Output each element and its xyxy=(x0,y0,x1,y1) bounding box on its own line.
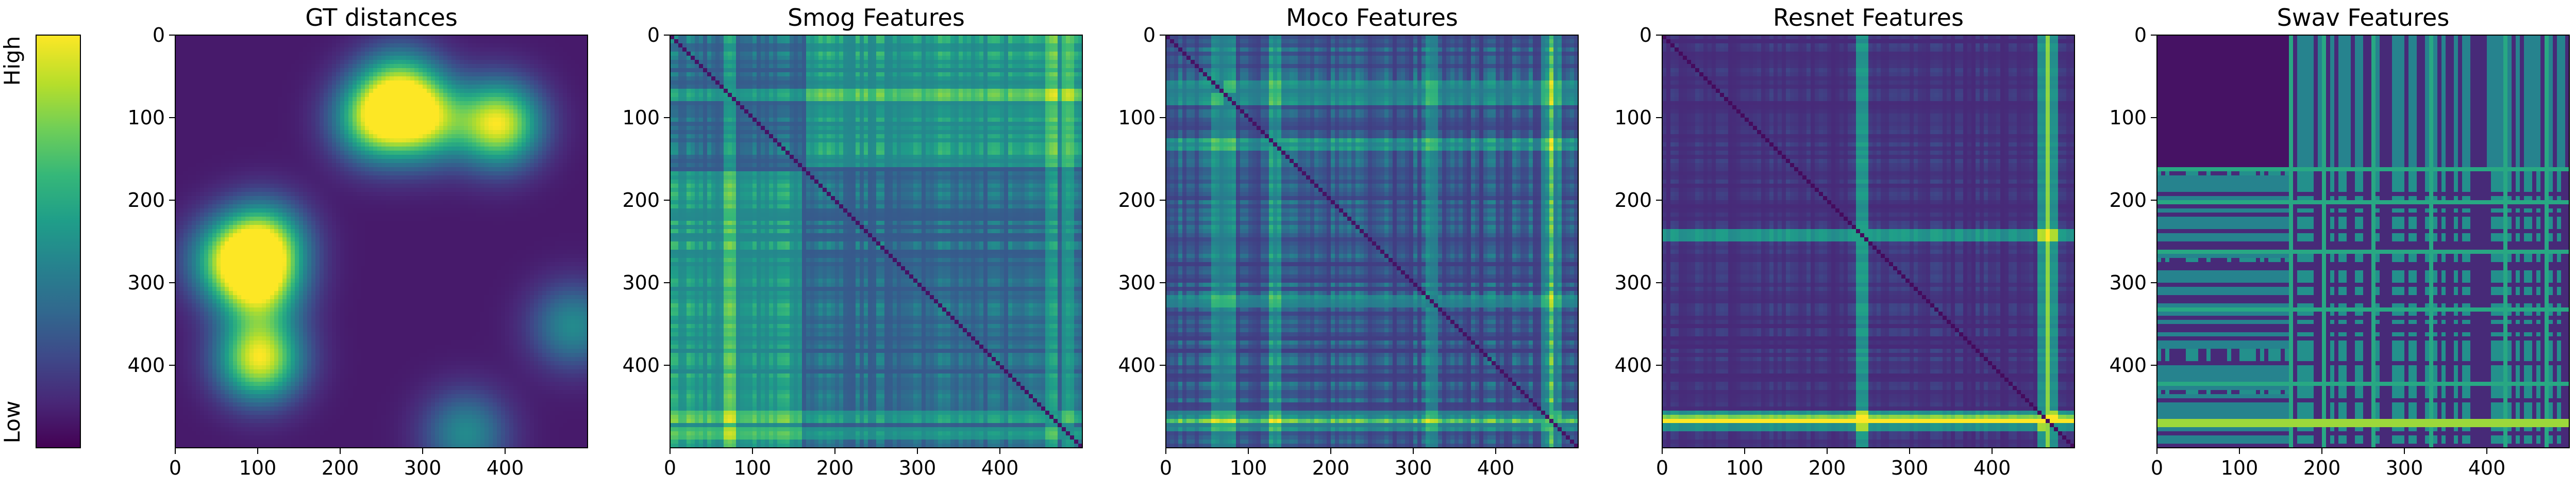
x-tick-label: 300 xyxy=(899,457,936,479)
x-tick-label: 0 xyxy=(1656,457,1668,479)
panel-title: Swav Features xyxy=(2277,4,2450,31)
y-tick-label: 0 xyxy=(1640,24,1652,46)
y-tick-label: 400 xyxy=(622,354,660,377)
axes-frame xyxy=(175,35,588,448)
x-tick-label: 200 xyxy=(2303,457,2341,479)
x-tick-label: 100 xyxy=(1726,457,1764,479)
x-tick-label: 200 xyxy=(1809,457,1846,479)
heatmap-panel-5: Swav Features 0 100 200 300 400 0 100 200 300 400 xyxy=(2109,4,2570,479)
x-tick-label: 100 xyxy=(239,457,277,479)
x-tick-label: 200 xyxy=(1312,457,1350,479)
y-tick-label: 300 xyxy=(127,271,165,294)
x-tick-label: 400 xyxy=(1477,457,1515,479)
axes-frame xyxy=(2156,35,2570,448)
y-tick-label: 200 xyxy=(2109,189,2147,212)
colorbar-low-label: Low xyxy=(0,401,25,444)
x-tick-label: 0 xyxy=(169,457,181,479)
y-tick-label: 400 xyxy=(127,354,165,377)
x-tick-label: 400 xyxy=(1973,457,2011,479)
panel-title: Moco Features xyxy=(1286,4,1458,31)
y-tick-label: 0 xyxy=(647,24,660,46)
panel-title: Resnet Features xyxy=(1773,4,1964,31)
x-tick-label: 300 xyxy=(1891,457,1929,479)
y-tick-label: 300 xyxy=(1118,271,1156,294)
axes-frame xyxy=(670,35,1083,448)
y-tick-label: 300 xyxy=(1614,271,1652,294)
heatmap-panel-2: Smog Features 0 100 200 300 400 0 100 200 300 400 xyxy=(622,4,1083,479)
colorbar: High Low xyxy=(0,35,81,448)
y-tick-label: 100 xyxy=(622,106,660,129)
y-tick-label: 0 xyxy=(153,24,165,46)
heatmap-image xyxy=(2157,35,2569,448)
y-tick-label: 0 xyxy=(1143,24,1156,46)
y-tick-label: 200 xyxy=(622,189,660,212)
y-tick-label: 400 xyxy=(1614,354,1652,377)
panel-title: GT distances xyxy=(305,4,458,31)
x-tick-label: 0 xyxy=(664,457,676,479)
y-tick-label: 300 xyxy=(2109,271,2147,294)
heatmap-panel-1: GT distances 0 100 200 300 400 0 100 200 300 400 xyxy=(127,4,588,479)
y-tick-label: 300 xyxy=(622,271,660,294)
x-tick-label: 400 xyxy=(981,457,1019,479)
x-tick-label: 0 xyxy=(1160,457,1172,479)
x-tick-label: 400 xyxy=(2468,457,2506,479)
heatmap-panel-4: Resnet Features 0 100 200 300 400 0 100 200 300 40… xyxy=(1614,4,2075,479)
y-tick-label: 100 xyxy=(2109,106,2147,129)
x-tick-label: 100 xyxy=(734,457,772,479)
heatmap-image xyxy=(1166,35,1578,448)
y-tick-label: 400 xyxy=(1118,354,1156,377)
axes-frame xyxy=(1165,35,1579,448)
x-tick-label: 400 xyxy=(487,457,524,479)
x-tick-label: 300 xyxy=(2386,457,2423,479)
x-tick-label: 100 xyxy=(1230,457,1267,479)
heatmap-image xyxy=(670,35,1082,448)
heatmap-panel-3: Moco Features 0 100 200 300 400 0 100 200 300 400 xyxy=(1118,4,1579,479)
y-tick-label: 400 xyxy=(2109,354,2147,377)
x-tick-label: 300 xyxy=(1395,457,1432,479)
y-tick-label: 200 xyxy=(127,189,165,212)
y-tick-label: 0 xyxy=(2134,24,2147,46)
y-tick-label: 100 xyxy=(127,106,165,129)
x-tick-label: 0 xyxy=(2151,457,2163,479)
y-tick-label: 200 xyxy=(1118,189,1156,212)
x-tick-label: 300 xyxy=(404,457,442,479)
y-tick-label: 100 xyxy=(1614,106,1652,129)
heatmap-image xyxy=(1662,35,2075,448)
colorbar-gradient xyxy=(36,35,81,448)
y-tick-label: 100 xyxy=(1118,106,1156,129)
x-tick-label: 100 xyxy=(2221,457,2259,479)
panel-title: Smog Features xyxy=(788,4,965,31)
x-tick-label: 200 xyxy=(322,457,359,479)
x-tick-label: 200 xyxy=(816,457,854,479)
axes-frame xyxy=(1662,35,2075,448)
heatmap-image xyxy=(175,35,588,448)
y-tick-label: 200 xyxy=(1614,189,1652,212)
colorbar-high-label: High xyxy=(0,36,25,86)
